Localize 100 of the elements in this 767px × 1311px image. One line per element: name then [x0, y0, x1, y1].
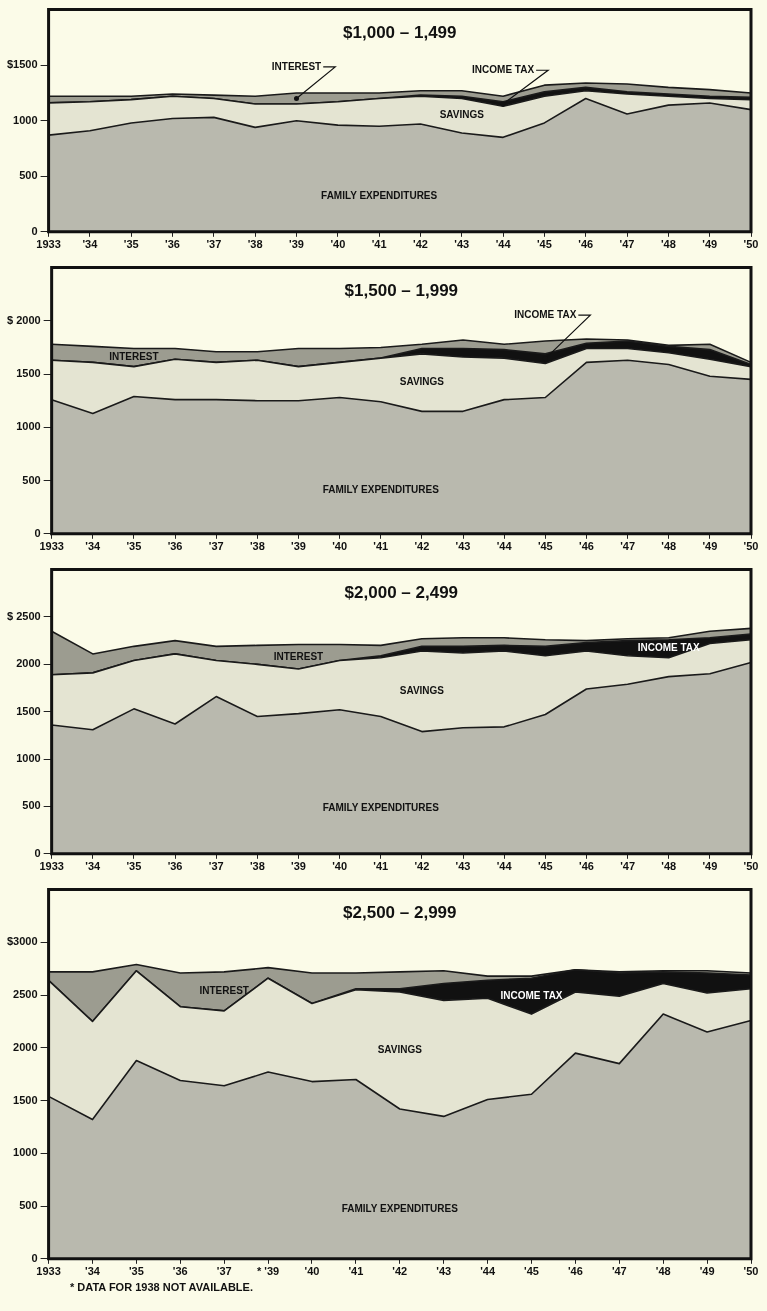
- x-tick-label: '50: [743, 238, 759, 251]
- text: * DATA FOR 1938 NOT AVAILABLE.: [69, 1281, 254, 1293]
- x-tick-label: '49: [699, 1265, 715, 1278]
- x-tick-label: '45: [537, 540, 553, 553]
- x-tick-label: '44: [496, 860, 513, 873]
- y-tick-label: 1000: [16, 420, 41, 433]
- x-tick-label: '46: [578, 238, 594, 251]
- y-tick-label: 0: [31, 1251, 38, 1264]
- series-label: FAMILY EXPENDITURES: [322, 801, 440, 813]
- text: INCOME TAX: [514, 308, 577, 320]
- x-tick-label: '37: [208, 540, 224, 553]
- x-tick-label: '44: [495, 238, 512, 251]
- x-tick-label: '47: [619, 238, 635, 251]
- series-label: INCOME TAX: [500, 989, 563, 1001]
- series-label: SAVINGS: [439, 109, 485, 121]
- series-label: INCOME TAX: [472, 64, 535, 76]
- y-tick-label: $1500: [6, 58, 38, 71]
- y-tick-label: 1500: [16, 704, 41, 717]
- x-tick-label: '48: [660, 238, 676, 251]
- x-tick-label: '45: [536, 238, 552, 251]
- text: $2,500 – 2,999: [343, 903, 457, 923]
- y-tick-label: 1000: [16, 752, 41, 765]
- series-label: FAMILY EXPENDITURES: [321, 190, 438, 202]
- y-tick-label: $ 2500: [6, 610, 41, 622]
- y-tick-label: 0: [31, 224, 38, 237]
- x-tick-label: '40: [332, 540, 348, 553]
- x-tick-label: '43: [436, 1265, 452, 1278]
- x-tick-label: '42: [413, 238, 428, 251]
- series-label: SAVINGS: [377, 1044, 423, 1056]
- series-label: FAMILY EXPENDITURES: [341, 1202, 459, 1214]
- x-tick-label: '47: [620, 540, 636, 553]
- series-label: INTEREST: [273, 650, 324, 662]
- x-tick-label: '46: [567, 1265, 583, 1278]
- x-tick-label: '38: [249, 540, 265, 553]
- y-tick-label: 0: [34, 846, 41, 859]
- y-tick-label: $3000: [6, 935, 38, 948]
- text: $1,000 – 1,499: [343, 23, 457, 43]
- x-tick-label: '42: [414, 860, 430, 873]
- series-label: INTEREST: [199, 985, 249, 997]
- x-tick-label: '37: [216, 1265, 232, 1278]
- y-tick-label: 2000: [13, 1040, 38, 1053]
- x-tick-label: '50: [743, 860, 759, 873]
- x-tick-label: * '39: [256, 1265, 280, 1278]
- y-tick-label: 1500: [16, 367, 41, 380]
- x-tick-label: 1933: [36, 1265, 61, 1278]
- text: $2,000 – 2,499: [344, 583, 459, 603]
- series-label: SAVINGS: [399, 685, 445, 697]
- x-tick-label: '48: [661, 860, 677, 873]
- x-tick-label: 1933: [36, 238, 61, 251]
- x-tick-label: '36: [165, 238, 180, 251]
- x-tick-label: '37: [208, 860, 224, 873]
- text: $1,500 – 1,999: [344, 281, 459, 301]
- x-tick-label: '41: [373, 860, 389, 873]
- y-tick-label: 500: [19, 1199, 38, 1212]
- x-tick-label: '34: [82, 238, 99, 251]
- x-tick-label: 1933: [39, 540, 64, 553]
- x-tick-label: '44: [496, 540, 513, 553]
- text: INTEREST: [271, 60, 322, 72]
- x-tick-label: '50: [743, 1265, 759, 1278]
- y-tick-label: 1500: [13, 1093, 38, 1106]
- x-tick-label: '46: [579, 860, 594, 873]
- x-tick-label: '37: [206, 238, 222, 251]
- x-tick-label: '49: [702, 238, 718, 251]
- x-tick-label: '35: [128, 1265, 144, 1278]
- x-tick-label: '36: [167, 860, 183, 873]
- x-tick-label: '42: [414, 540, 430, 553]
- x-tick-label: '50: [743, 540, 759, 553]
- x-tick-label: '44: [480, 1265, 496, 1278]
- y-tick-label: 1000: [13, 113, 38, 126]
- x-tick-label: '35: [126, 860, 142, 873]
- x-tick-label: '39: [289, 238, 304, 251]
- y-tick-label: 500: [22, 799, 41, 812]
- x-tick-label: '40: [330, 238, 346, 251]
- x-tick-label: '45: [537, 860, 553, 873]
- x-tick-label: '35: [123, 238, 139, 251]
- y-tick-label: 500: [22, 473, 41, 486]
- x-tick-label: '48: [661, 540, 677, 553]
- x-tick-label: '34: [85, 860, 102, 873]
- x-tick-label: 1933: [39, 860, 64, 873]
- x-tick-label: '39: [291, 540, 306, 553]
- x-tick-label: '40: [332, 860, 348, 873]
- x-tick-label: '39: [291, 860, 306, 873]
- y-tick-label: 2000: [16, 657, 41, 670]
- y-tick-label: 0: [34, 526, 41, 539]
- y-tick-label: $ 2000: [6, 313, 41, 326]
- x-tick-label: '38: [249, 860, 265, 873]
- x-tick-label: '49: [702, 540, 718, 553]
- x-tick-label: '43: [455, 860, 471, 873]
- x-tick-label: '47: [620, 860, 636, 873]
- x-tick-label: '41: [348, 1265, 364, 1278]
- x-tick-label: '34: [85, 540, 102, 553]
- y-tick-label: 500: [19, 169, 38, 182]
- x-tick-label: '48: [655, 1265, 671, 1278]
- series-label: FAMILY EXPENDITURES: [322, 483, 440, 495]
- x-tick-label: '38: [247, 238, 263, 251]
- series-label: INCOME TAX: [637, 642, 701, 654]
- x-tick-label: '34: [85, 1265, 101, 1278]
- x-tick-label: '36: [172, 1265, 188, 1278]
- x-tick-label: '49: [702, 860, 718, 873]
- x-tick-label: '47: [611, 1265, 627, 1278]
